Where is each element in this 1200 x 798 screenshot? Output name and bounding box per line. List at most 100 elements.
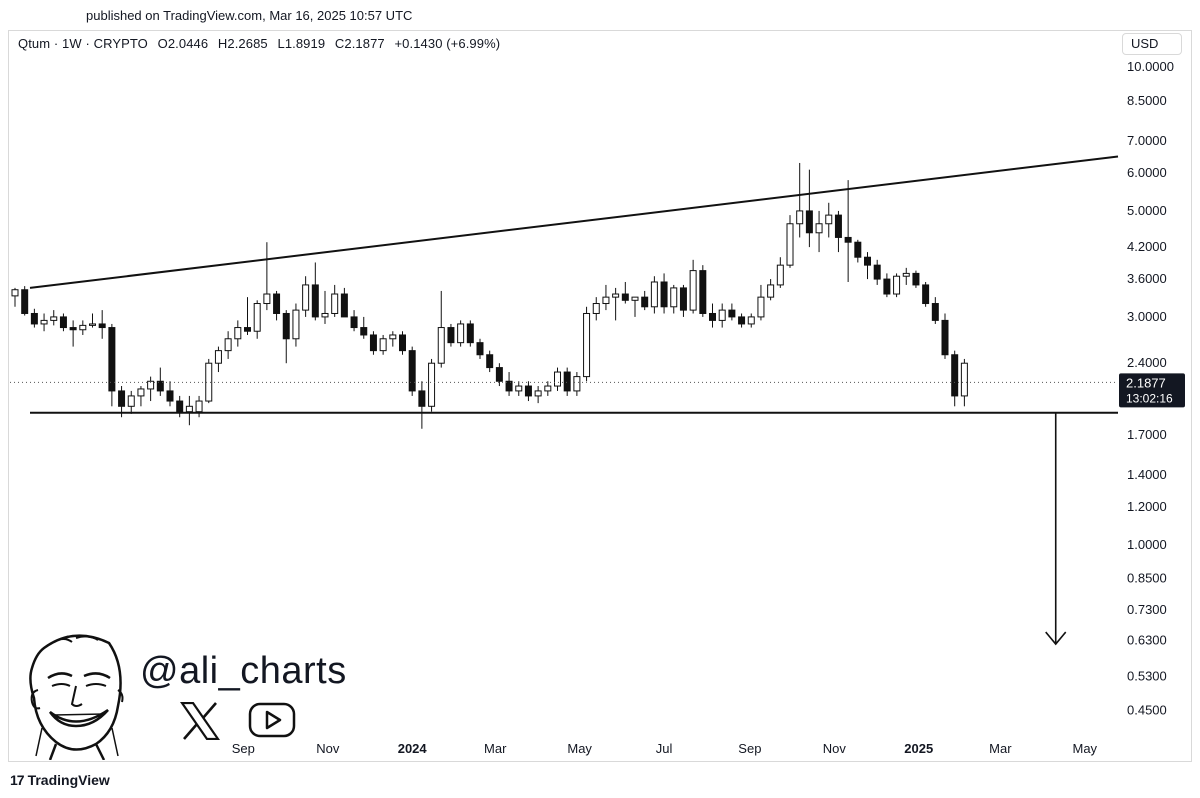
candle-up[interactable] [718,309,726,321]
candle-down[interactable] [505,380,513,392]
candle-up[interactable] [573,376,581,392]
candle-down[interactable] [883,278,891,295]
candle-up[interactable] [631,296,639,301]
candle-down[interactable] [21,289,29,314]
candle-down[interactable] [738,316,746,325]
tradingview-logo[interactable]: 17 TradingView [10,772,110,788]
candle-down[interactable] [834,214,842,238]
candle-up[interactable] [893,275,901,295]
candle-up[interactable] [137,388,145,397]
candle-down[interactable] [844,236,852,243]
candle-down[interactable] [912,272,920,286]
candle-up[interactable] [263,293,271,305]
candle-down[interactable] [369,334,377,352]
candle-up[interactable] [747,316,755,325]
candle-up[interactable] [321,312,329,318]
candle-down[interactable] [418,390,426,407]
candle-up[interactable] [554,371,562,387]
candle-down[interactable] [660,281,668,308]
candle-down[interactable] [563,371,571,392]
candle-down[interactable] [108,327,116,392]
candle-up[interactable] [234,327,242,340]
candle-up[interactable] [147,380,155,390]
candle-down[interactable] [69,327,77,331]
x-logo-icon[interactable] [180,702,220,740]
candle-up[interactable] [292,309,300,340]
candle-down[interactable] [679,287,687,311]
candle-down[interactable] [864,256,872,266]
candle-up[interactable] [428,362,436,407]
candle-up[interactable] [583,312,591,378]
candle-up[interactable] [379,338,387,352]
candle-up[interactable] [253,303,261,332]
candle-up[interactable] [302,284,310,311]
candle-up[interactable] [185,405,193,413]
candle-down[interactable] [118,390,126,407]
candle-up[interactable] [786,223,794,266]
currency-button[interactable]: USD [1122,33,1182,55]
symbol-label[interactable]: Qtum · 1W · CRYPTO [18,36,148,51]
candle-up[interactable] [205,362,213,402]
candle-down[interactable] [30,312,38,325]
candle-up[interactable] [670,287,678,308]
candle-up[interactable] [592,303,600,314]
candle-up[interactable] [902,272,910,277]
candle-up[interactable] [689,270,697,311]
candle-down[interactable] [931,303,939,321]
candle-down[interactable] [166,390,174,402]
candle-up[interactable] [815,223,823,234]
candle-down[interactable] [311,284,319,318]
candle-down[interactable] [922,284,930,305]
resistance-trendline[interactable] [29,155,1119,289]
candle-down[interactable] [59,316,67,329]
candle-down[interactable] [176,400,184,413]
candle-down[interactable] [98,323,106,329]
candle-down[interactable] [621,293,629,301]
candle-down[interactable] [728,309,736,318]
candle-down[interactable] [805,210,813,234]
candle-down[interactable] [699,270,707,314]
candle-up[interactable] [127,395,135,407]
candle-up[interactable] [224,338,232,352]
candle-down[interactable] [282,312,290,340]
candle-up[interactable] [612,293,620,298]
candle-up[interactable] [515,385,523,392]
candle-up[interactable] [650,281,658,308]
candle-down[interactable] [466,323,474,344]
candle-up[interactable] [544,385,552,392]
candle-down[interactable] [273,293,281,314]
candle-down[interactable] [350,316,358,329]
candle-down[interactable] [951,354,959,397]
candle-down[interactable] [360,327,368,336]
candle-down[interactable] [495,367,503,382]
candle-up[interactable] [214,350,222,364]
candle-down[interactable] [340,293,348,318]
candle-up[interactable] [825,214,833,225]
youtube-play-icon[interactable] [248,702,296,738]
candle-up[interactable] [602,296,610,305]
candle-up[interactable] [776,264,784,286]
candle-up[interactable] [40,319,48,325]
candle-down[interactable] [408,350,416,392]
candle-down[interactable] [399,334,407,352]
candle-down[interactable] [854,241,862,258]
candle-down[interactable] [486,354,494,369]
candle-up[interactable] [796,210,804,225]
candle-down[interactable] [476,342,484,356]
candle-up[interactable] [534,390,542,397]
candle-up[interactable] [89,323,97,326]
candle-up[interactable] [331,293,339,314]
candle-up[interactable] [50,316,58,321]
candle-up[interactable] [960,362,968,397]
candle-up[interactable] [767,284,775,298]
candle-up[interactable] [11,289,19,297]
candle-down[interactable] [641,296,649,308]
candle-down[interactable] [447,327,455,344]
candle-down[interactable] [524,385,532,397]
candle-up[interactable] [79,324,87,331]
candle-down[interactable] [709,312,717,321]
candle-up[interactable] [389,334,397,340]
candle-down[interactable] [941,319,949,356]
candle-up[interactable] [437,327,445,364]
candle-up[interactable] [757,296,765,318]
